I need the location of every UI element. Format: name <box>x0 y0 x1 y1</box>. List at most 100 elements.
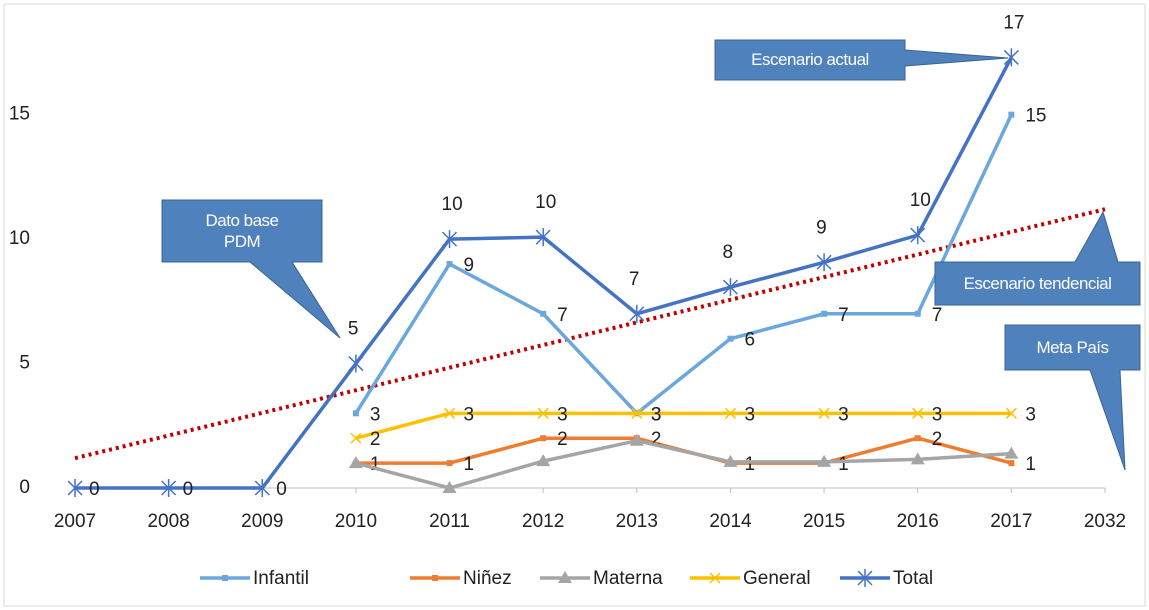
marker <box>723 454 738 467</box>
marker <box>910 226 926 245</box>
legend-label: Total <box>893 568 933 589</box>
data-label: 3 <box>557 404 568 425</box>
legend-label: Niñez <box>463 568 512 589</box>
data-label: 5 <box>348 319 359 340</box>
marker <box>910 452 925 465</box>
marker <box>350 432 362 444</box>
x-tick-label: 2013 <box>616 511 658 532</box>
data-label: 8 <box>722 242 733 263</box>
data-label: 1 <box>1025 454 1036 475</box>
annotation: Meta País <box>1036 337 1109 357</box>
data-label: 9 <box>464 255 475 276</box>
marker <box>629 304 645 323</box>
marker <box>1005 407 1017 419</box>
marker <box>446 261 453 267</box>
series: 2 3 3 3 3 3 3 3 <box>350 404 1036 450</box>
data-label: 9 <box>816 217 827 238</box>
marker <box>348 456 363 469</box>
callout-actual <box>714 39 1009 81</box>
data-label: 2 <box>370 429 381 450</box>
marker <box>1008 111 1015 118</box>
marker <box>1004 446 1019 459</box>
data-label: 3 <box>932 404 943 425</box>
x-tick-label: 2011 <box>429 511 470 532</box>
x-tick-label: 2014 <box>709 511 752 532</box>
marker <box>67 479 83 497</box>
data-label: 0 <box>276 479 287 500</box>
legend-item: Materna <box>540 568 663 589</box>
x-tick-label: 2012 <box>522 511 564 532</box>
series-line <box>355 411 1012 440</box>
y-tick-label: 10 <box>9 228 30 249</box>
data-label: 0 <box>183 479 194 500</box>
data-label: 1 <box>464 454 475 475</box>
marker <box>444 407 456 419</box>
data-label: 10 <box>535 192 556 213</box>
x-tick-label: 2016 <box>897 511 939 532</box>
data-label: 3 <box>1025 404 1036 425</box>
annotation: Escenario actual <box>751 50 869 70</box>
marker <box>857 569 873 587</box>
marker <box>724 407 736 419</box>
marker <box>727 335 734 342</box>
marker <box>442 230 458 249</box>
marker <box>912 407 924 419</box>
marker <box>352 410 359 417</box>
marker <box>709 572 721 584</box>
marker <box>722 278 738 297</box>
marker <box>254 479 270 497</box>
legend-item: Niñez <box>410 568 512 589</box>
marker <box>446 460 453 467</box>
marker <box>558 571 572 583</box>
data-label: 1 <box>370 454 381 475</box>
data-label: 10 <box>442 194 463 215</box>
marker <box>442 481 457 493</box>
data-label: 6 <box>744 330 755 351</box>
x-tick-label: 2007 <box>54 511 96 532</box>
marker <box>1008 460 1015 467</box>
marker <box>914 435 921 442</box>
x-tick-label: 2008 <box>147 511 189 532</box>
y-tick-label: 5 <box>19 353 30 374</box>
data-label: 10 <box>910 190 931 211</box>
data-label: 1 <box>838 454 849 475</box>
legend-item: Total <box>840 568 933 589</box>
data-label: 2 <box>932 429 943 450</box>
legend-item: General <box>690 568 811 589</box>
marker <box>818 407 830 419</box>
series <box>348 433 1019 493</box>
data-label: 0 <box>89 479 100 500</box>
trend-line <box>74 207 1106 461</box>
data-label: 2 <box>651 429 662 450</box>
marker <box>816 253 832 272</box>
marker <box>629 433 644 446</box>
data-label: 2 <box>557 429 568 450</box>
data-label: 3 <box>838 404 849 425</box>
data-label: 1 <box>744 454 755 475</box>
legend-label: General <box>743 568 811 589</box>
marker <box>537 407 549 419</box>
legend-label: Materna <box>593 568 663 589</box>
annotation: Dato base PDM <box>205 210 280 251</box>
x-tick-label: 2015 <box>803 511 845 532</box>
marker <box>535 228 551 247</box>
marker <box>631 407 643 419</box>
marker <box>817 454 832 467</box>
marker <box>222 575 228 581</box>
marker <box>1003 48 1019 67</box>
series-line <box>355 438 1012 490</box>
x-tick-label: 2010 <box>335 511 377 532</box>
marker <box>161 479 177 497</box>
data-label: 7 <box>629 269 640 290</box>
legend-item: Infantil <box>200 568 309 589</box>
annotation: Escenario tendencial <box>963 273 1112 293</box>
data-label: 17 <box>1003 12 1024 33</box>
y-tick-label: 0 <box>19 477 30 498</box>
data-label: 3 <box>370 404 381 425</box>
data-label: 7 <box>557 305 568 326</box>
marker <box>536 454 551 467</box>
